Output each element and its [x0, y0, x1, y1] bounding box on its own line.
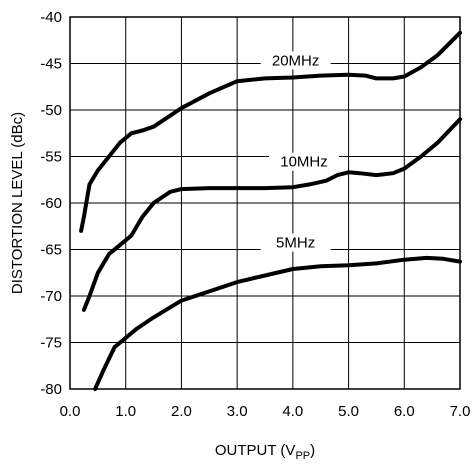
plot-frame — [69, 16, 461, 390]
x-axis-ticks: 0.0 1.0 2.0 3.0 4.0 5.0 6.0 7.0 — [60, 403, 471, 420]
y-tick-label: -70 — [40, 288, 62, 305]
series-line-20mhz — [79, 30, 462, 233]
series-label-bg — [260, 233, 331, 252]
series-label-10mhz: 10MHz — [280, 154, 328, 171]
x-tick-label: 7.0 — [450, 403, 471, 420]
x-tick-label: 6.0 — [394, 403, 415, 420]
y-tick-label: -55 — [40, 149, 62, 166]
x-axis-title: OUTPUT (VPP) — [215, 442, 315, 462]
y-tick-label: -80 — [40, 381, 62, 398]
series-label-20mhz: 20MHz — [272, 52, 320, 69]
series-line-10mhz — [81, 117, 462, 312]
series-labels: 20MHz 10MHz 5MHz — [260, 51, 339, 252]
series-label-bg — [260, 51, 331, 70]
x-tick-label: 3.0 — [227, 403, 248, 420]
y-tick-label: -50 — [40, 102, 62, 119]
series-line-5mhz — [93, 255, 462, 391]
y-axis-ticks: -40 -45 -50 -55 -60 -65 -70 -75 -80 — [40, 9, 62, 398]
series-label-5mhz: 5MHz — [276, 235, 315, 252]
y-axis-title: DISTORTION LEVEL (dBc) — [9, 112, 26, 294]
series-group — [79, 30, 462, 391]
x-axis-title-close: ) — [310, 442, 315, 459]
x-tick-label: 2.0 — [171, 403, 192, 420]
x-tick-label: 5.0 — [338, 403, 359, 420]
y-tick-label: -40 — [40, 9, 62, 26]
y-tick-label: -75 — [40, 335, 62, 352]
x-tick-label: 1.0 — [115, 403, 136, 420]
y-tick-label: -45 — [40, 56, 62, 73]
y-tick-label: -60 — [40, 195, 62, 212]
series-label-bg — [269, 152, 339, 171]
x-tick-label: 4.0 — [282, 403, 303, 420]
x-axis-title-main: OUTPUT (V — [215, 442, 296, 459]
x-tick-label: 0.0 — [60, 403, 81, 420]
y-tick-label: -65 — [40, 242, 62, 259]
x-axis-title-subscript: PP — [295, 450, 310, 462]
